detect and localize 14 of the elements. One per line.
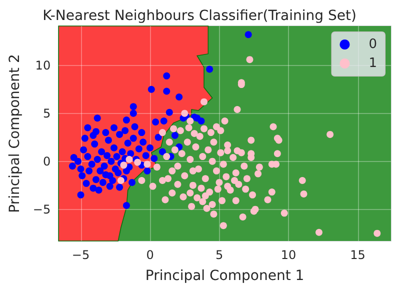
y-tick-label: −5 xyxy=(32,202,51,216)
legend-label: 1 xyxy=(368,56,378,71)
y-tick-label: 0 xyxy=(42,154,51,168)
x-tick-label: −5 xyxy=(72,248,90,262)
x-tick-label: 5 xyxy=(215,248,224,262)
x-tick-label: 15 xyxy=(350,248,366,262)
x-tick-label: 0 xyxy=(146,248,154,262)
y-tick-label: 5 xyxy=(42,106,51,120)
x-tick-label: 10 xyxy=(280,248,296,262)
legend-label: 0 xyxy=(368,37,378,52)
x-axis-title: Principal Component 1 xyxy=(145,268,304,284)
y-tick-label: 10 xyxy=(35,58,51,72)
y-axis-title: Principal Component 2 xyxy=(7,54,23,213)
chart-title: K-Nearest Neighbours Classifier(Training Set) xyxy=(42,8,356,24)
